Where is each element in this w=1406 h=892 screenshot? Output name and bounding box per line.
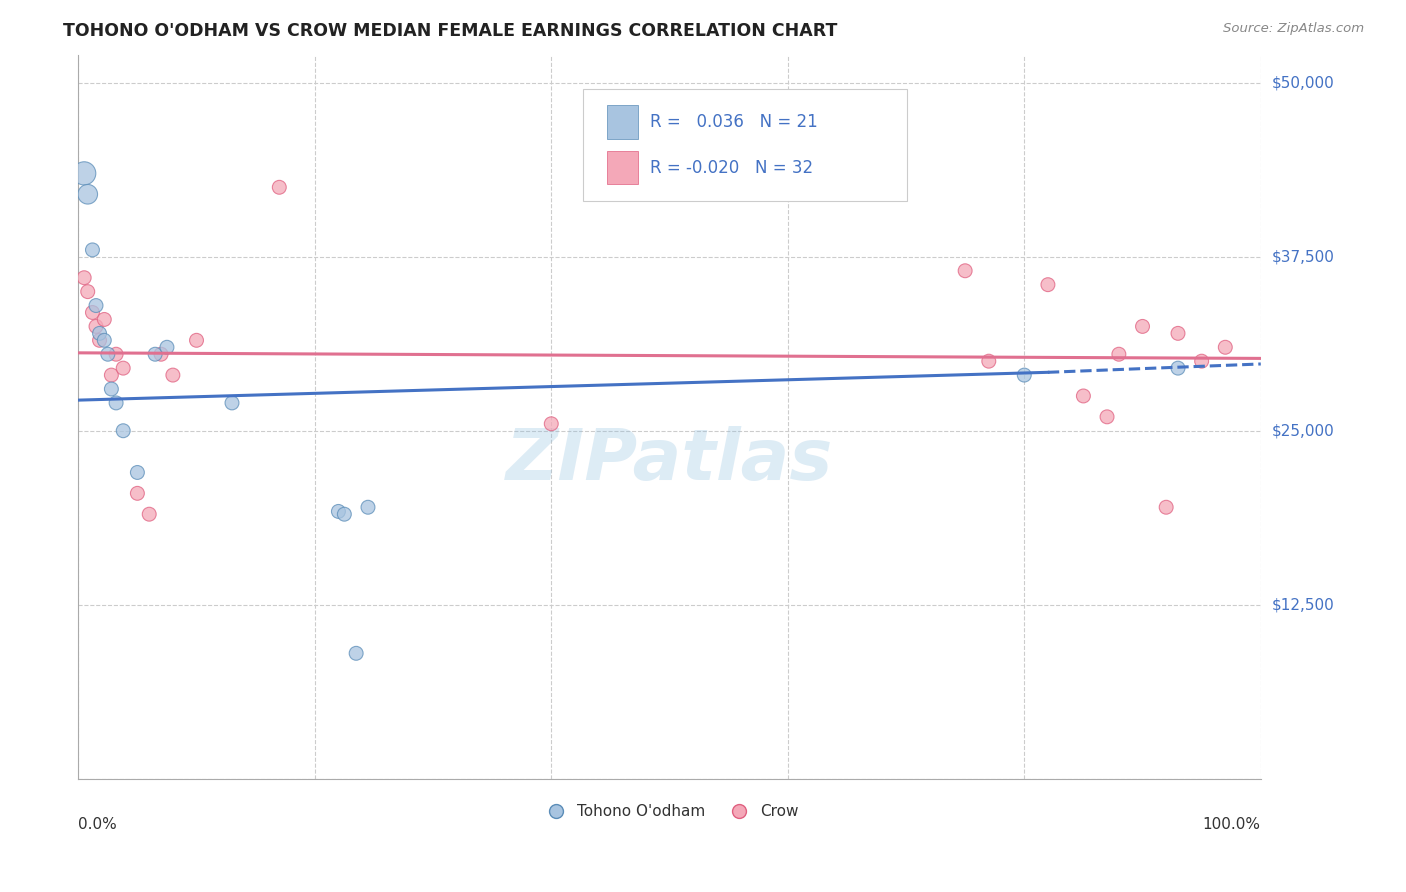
Point bbox=[76, 285, 98, 299]
Point bbox=[105, 347, 128, 361]
Point bbox=[89, 326, 111, 341]
Text: Source: ZipAtlas.com: Source: ZipAtlas.com bbox=[1223, 22, 1364, 36]
Text: 0.0%: 0.0% bbox=[79, 817, 117, 832]
Point bbox=[776, 118, 799, 132]
Point bbox=[93, 334, 115, 348]
Point bbox=[97, 347, 120, 361]
Point bbox=[269, 180, 291, 194]
Point bbox=[1132, 319, 1154, 334]
Point bbox=[76, 187, 98, 202]
Point bbox=[73, 166, 96, 180]
Point bbox=[162, 368, 184, 383]
Point bbox=[1095, 409, 1118, 424]
Point bbox=[344, 646, 367, 660]
Point bbox=[977, 354, 1000, 368]
Text: $25,000: $25,000 bbox=[1272, 423, 1334, 438]
Point bbox=[82, 305, 104, 319]
Text: R =   0.036   N = 21: R = 0.036 N = 21 bbox=[650, 113, 817, 131]
Point bbox=[112, 361, 135, 376]
Point bbox=[138, 507, 160, 521]
Point bbox=[84, 319, 107, 334]
Point bbox=[953, 264, 976, 278]
Text: $50,000: $50,000 bbox=[1272, 76, 1334, 90]
Point bbox=[105, 396, 128, 410]
Point bbox=[1036, 277, 1059, 292]
Point bbox=[1213, 340, 1236, 354]
Point bbox=[127, 486, 149, 500]
Point bbox=[93, 312, 115, 326]
Point bbox=[328, 504, 350, 518]
Point bbox=[540, 417, 562, 431]
Point bbox=[73, 270, 96, 285]
Point bbox=[357, 500, 380, 515]
Point bbox=[112, 424, 135, 438]
Point bbox=[1167, 361, 1189, 376]
Point bbox=[1108, 347, 1130, 361]
Legend: Tohono O'odham, Crow: Tohono O'odham, Crow bbox=[534, 798, 804, 825]
Point bbox=[1073, 389, 1095, 403]
Text: TOHONO O'ODHAM VS CROW MEDIAN FEMALE EARNINGS CORRELATION CHART: TOHONO O'ODHAM VS CROW MEDIAN FEMALE EAR… bbox=[63, 22, 838, 40]
Point bbox=[1014, 368, 1036, 383]
Point bbox=[143, 347, 166, 361]
Text: $12,500: $12,500 bbox=[1272, 597, 1334, 612]
Point bbox=[100, 368, 122, 383]
Point bbox=[127, 466, 149, 480]
Point bbox=[100, 382, 122, 396]
Text: $37,500: $37,500 bbox=[1272, 250, 1334, 264]
Point bbox=[150, 347, 173, 361]
Point bbox=[1191, 354, 1213, 368]
Point bbox=[1167, 326, 1189, 341]
Point bbox=[82, 243, 104, 257]
Point bbox=[333, 507, 356, 521]
Text: 100.0%: 100.0% bbox=[1202, 817, 1261, 832]
Text: ZIPatlas: ZIPatlas bbox=[506, 425, 834, 495]
Point bbox=[84, 299, 107, 313]
Point bbox=[221, 396, 243, 410]
Text: R = -0.020   N = 32: R = -0.020 N = 32 bbox=[650, 159, 813, 177]
Point bbox=[1154, 500, 1177, 515]
Point bbox=[156, 340, 179, 354]
Point bbox=[89, 334, 111, 348]
Point bbox=[186, 334, 208, 348]
